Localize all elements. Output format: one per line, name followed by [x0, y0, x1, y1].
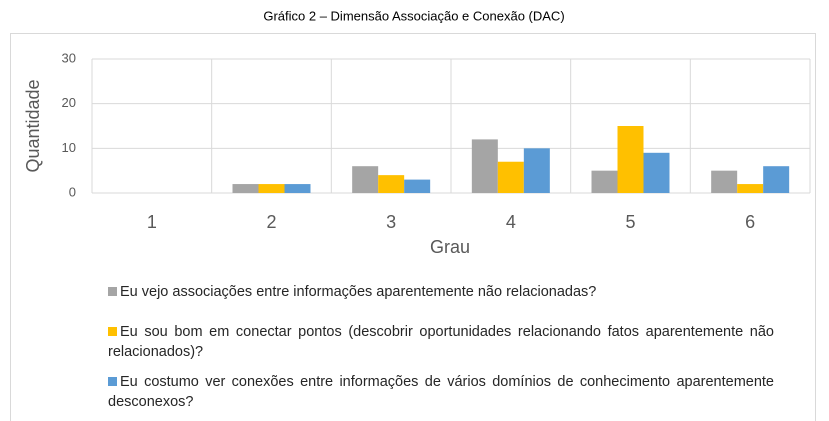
y-tick-label: 10 — [62, 140, 76, 155]
legend-label: Eu sou bom em conectar pontos (descobrir… — [108, 322, 774, 362]
legend-entry: Eu vejo associações entre informações ap… — [108, 282, 774, 302]
bar — [284, 184, 311, 193]
bar — [617, 126, 644, 193]
legend-label: Eu vejo associações entre informações ap… — [108, 282, 774, 302]
legend-entry: Eu sou bom em conectar pontos (descobrir… — [108, 322, 774, 362]
bar — [591, 170, 618, 193]
bar — [352, 166, 379, 193]
x-tick-label: 5 — [625, 212, 635, 232]
legend-swatch — [108, 287, 117, 296]
bar — [523, 148, 550, 193]
x-tick-label: 1 — [147, 212, 157, 232]
x-axis-label: Grau — [430, 237, 470, 257]
chart-border — [10, 33, 816, 421]
legend-text: Eu vejo associações entre informações ap… — [120, 284, 597, 300]
legend-swatch — [108, 377, 117, 386]
y-tick-label: 30 — [62, 50, 76, 65]
y-tick-label: 20 — [62, 95, 76, 110]
legend-text: Eu costumo ver conexões entre informaçõe… — [108, 374, 774, 410]
bar — [763, 166, 790, 193]
legend-text: Eu sou bom em conectar pontos (descobrir… — [108, 324, 774, 360]
x-tick-label: 3 — [386, 212, 396, 232]
legend-swatch — [108, 327, 117, 336]
bar — [497, 161, 524, 193]
legend-entry: Eu costumo ver conexões entre informaçõe… — [108, 372, 774, 412]
x-tick-label: 6 — [745, 212, 755, 232]
y-axis-label: Quantidade — [23, 79, 43, 172]
bar — [643, 152, 670, 193]
bar — [404, 179, 431, 193]
y-tick-label: 0 — [69, 184, 76, 199]
bar — [232, 184, 259, 193]
bar — [737, 184, 764, 193]
bar — [258, 184, 285, 193]
x-tick-label: 2 — [266, 212, 276, 232]
x-tick-label: 4 — [506, 212, 516, 232]
legend-label: Eu costumo ver conexões entre informaçõe… — [108, 372, 774, 412]
bar — [471, 139, 498, 193]
bar — [711, 170, 738, 193]
bar — [378, 175, 405, 193]
chart-title: Gráfico 2 – Dimensão Associação e Conexã… — [263, 8, 564, 23]
